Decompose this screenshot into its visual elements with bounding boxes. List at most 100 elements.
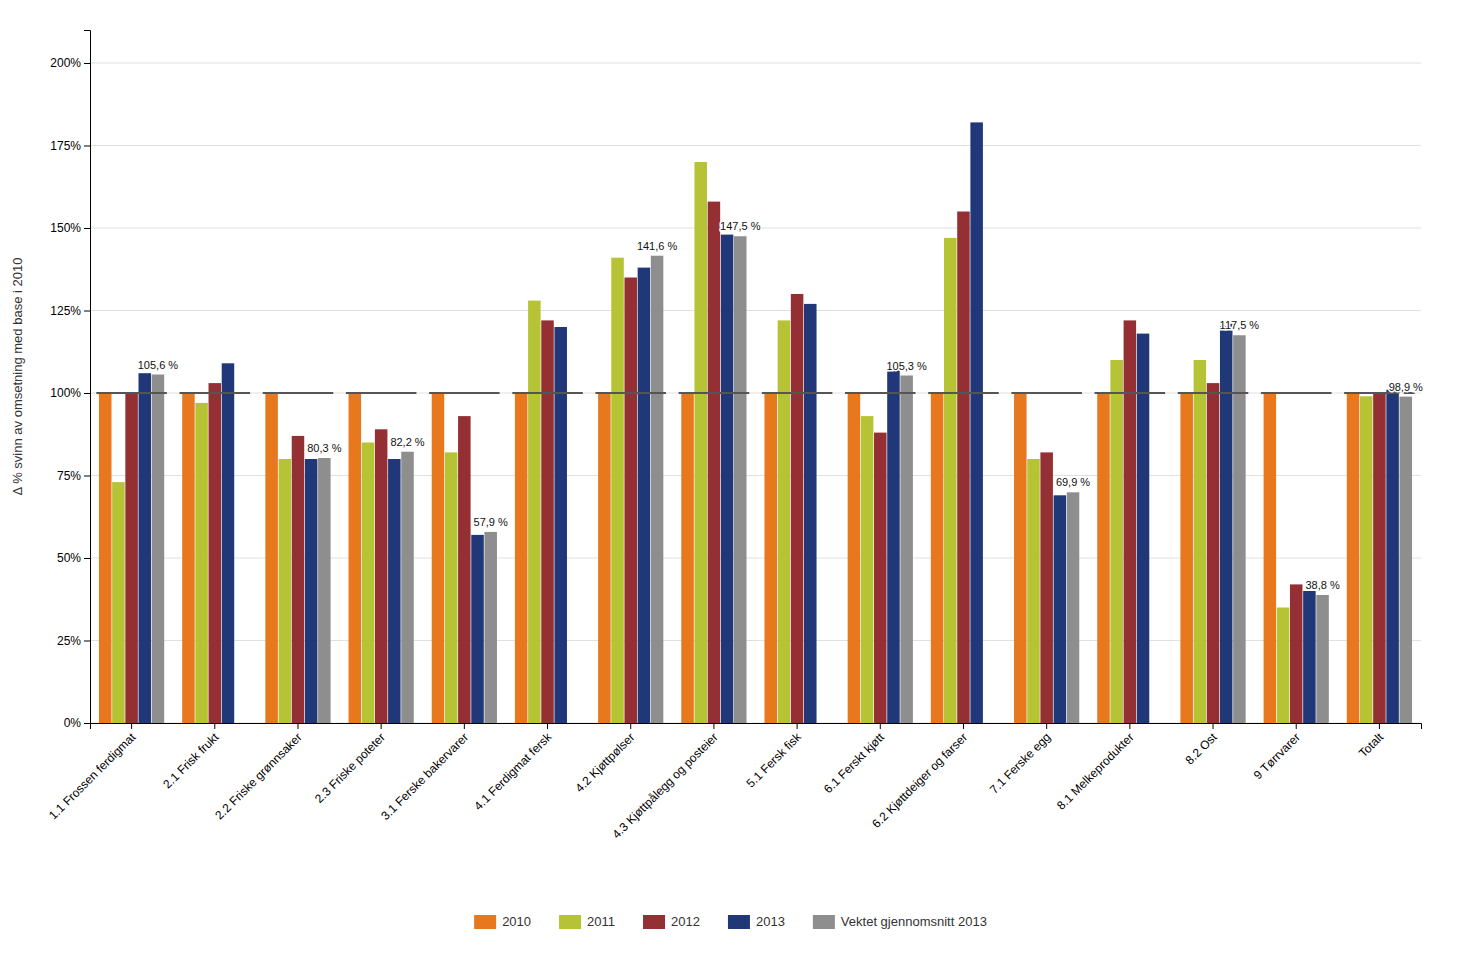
data-label: 82,2 % (390, 436, 424, 448)
bar (598, 393, 611, 723)
tick: 8.2 Ost (1183, 723, 1221, 767)
bar (931, 393, 944, 723)
bar (432, 393, 445, 723)
tick: 125% (50, 304, 90, 318)
tick-label: 2.1 Frisk frukt (160, 730, 222, 792)
grid-line (90, 145, 1421, 146)
tick: 2.3 Friske poteter (312, 723, 388, 806)
bar (362, 443, 375, 724)
tick-mark (297, 723, 298, 729)
tick-mark (84, 146, 90, 147)
bar-series (139, 122, 1399, 723)
bar (791, 294, 804, 723)
bar (279, 459, 292, 723)
tick-label: 4.1 Ferdigmat fersk (471, 729, 555, 813)
tick: Totalt (1356, 723, 1387, 760)
tick-label: 6.1 Ferskt kjøtt (821, 730, 887, 796)
tick-label: 4.3 Kjøttpålegg og posteier (609, 730, 720, 841)
tick: 4.2 Kjøttpølser (572, 723, 637, 795)
tick: 75% (57, 469, 90, 483)
reference-line (1178, 392, 1249, 394)
bar (1373, 393, 1386, 723)
bar (292, 436, 305, 723)
chart: 0%25%50%75%100%125%150%175%200%1.1 Fross… (0, 0, 1461, 953)
bar (1014, 393, 1027, 723)
tick-label: 5.1 Fersk fisk (744, 729, 805, 790)
bar (349, 393, 362, 723)
bar (125, 393, 138, 723)
tick-label: 150% (50, 221, 81, 235)
tick-label: 2.3 Friske poteter (312, 730, 388, 806)
tick: 3.1 Ferske bakervarer (378, 723, 471, 823)
data-label: 38,8 % (1305, 579, 1339, 591)
legend-swatch (559, 915, 581, 929)
bar (554, 327, 567, 723)
bar (1054, 495, 1067, 723)
bar (624, 278, 637, 724)
data-label: 105,3 % (886, 360, 927, 372)
bar (1303, 591, 1316, 723)
legend-swatch (643, 915, 665, 929)
bar (458, 416, 471, 723)
tick-label: 25% (57, 634, 81, 648)
reference-line (595, 392, 666, 394)
bar (957, 212, 970, 724)
bar (528, 301, 541, 723)
bar (1110, 360, 1123, 723)
tick-label: 200% (50, 56, 81, 70)
bar (305, 459, 318, 723)
bar (1067, 492, 1080, 723)
bar (182, 393, 195, 723)
tick-mark (1129, 723, 1130, 729)
tick: 200% (50, 56, 90, 70)
tick: 4.1 Ferdigmat fersk (471, 723, 555, 813)
tick-label: 9 Tørrvarer (1251, 730, 1303, 782)
bar (681, 393, 694, 723)
legend-item: 2010 (474, 914, 531, 929)
legend: 2010201120122013Vektet gjennomsnitt 2013 (474, 914, 987, 929)
bar (1207, 383, 1220, 723)
bar (99, 393, 112, 723)
bar (195, 403, 208, 723)
axis-line (91, 724, 1422, 730)
bar (139, 373, 152, 723)
bar (1194, 360, 1207, 723)
reference-line (679, 392, 750, 394)
bar (152, 375, 165, 723)
grid (90, 63, 1421, 723)
tick: 7.1 Ferske egg (987, 723, 1054, 797)
data-label: 147,5 % (720, 220, 761, 232)
tick: 0% (64, 716, 90, 730)
bar (1316, 595, 1329, 723)
bar (638, 268, 651, 723)
tick-label: 125% (50, 304, 81, 318)
tick-mark (464, 723, 465, 729)
tick-label: 1.1 Frossen ferdigmat (46, 730, 139, 823)
legend-swatch (474, 915, 496, 929)
reference-line (263, 392, 334, 394)
bar (1290, 584, 1303, 723)
plot: 0%25%50%75%100%125%150%175%200%1.1 Fross… (46, 31, 1423, 842)
bar (1220, 324, 1233, 723)
tick-mark (1379, 723, 1380, 729)
data-label: 105,6 % (138, 359, 179, 371)
legend-swatch (728, 915, 750, 929)
bar (1400, 397, 1413, 723)
bar (944, 238, 957, 723)
bar (734, 236, 747, 723)
tick: 6.1 Ferskt kjøtt (821, 723, 887, 796)
bar (209, 383, 222, 723)
legend-label: 2013 (756, 914, 785, 929)
tick-mark (84, 476, 90, 477)
grid-line (90, 63, 1421, 64)
tick-mark (84, 393, 90, 394)
tick-mark (84, 311, 90, 312)
tick-label: 3.1 Ferske bakervarer (378, 730, 471, 823)
tick: 150% (50, 221, 90, 235)
tick-mark (84, 558, 90, 559)
tick: 25% (57, 634, 90, 648)
bar (222, 363, 235, 723)
tick-mark (963, 723, 964, 729)
bar (1097, 393, 1110, 723)
bar (1347, 393, 1360, 723)
